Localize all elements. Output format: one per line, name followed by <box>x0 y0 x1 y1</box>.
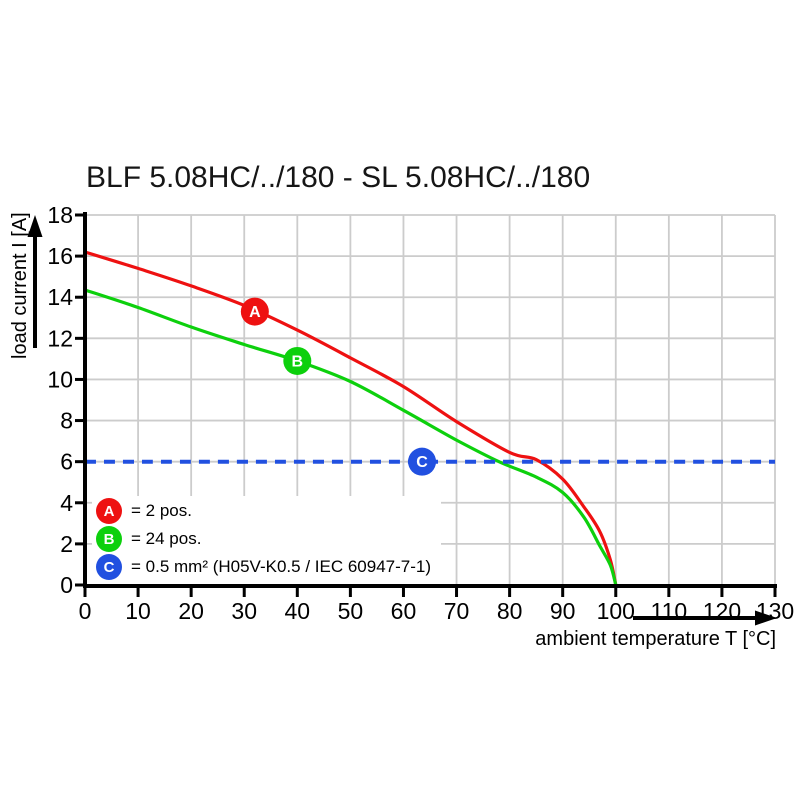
x-axis-arrow-head-icon <box>755 610 777 626</box>
legend-item-c: C = 0.5 mm² (H05V-K0.5 / IEC 60947-7-1) <box>96 554 431 580</box>
x-tick-label-90: 90 <box>550 598 576 624</box>
marker-c-letter: C <box>416 454 428 471</box>
x-tick-label-30: 30 <box>231 598 257 624</box>
x-tick-label-20: 20 <box>178 598 204 624</box>
legend-item-c-label: = 0.5 mm² (H05V-K0.5 / IEC 60947-7-1) <box>131 557 431 576</box>
marker-b-icon <box>283 346 312 375</box>
y-tick-label-14: 14 <box>47 284 73 310</box>
x-tick-label-0: 0 <box>79 598 92 624</box>
y-tick-label-4: 4 <box>60 490 73 516</box>
legend-marker-b-letter: B <box>103 530 115 548</box>
legend-marker-a-icon: A <box>96 498 122 524</box>
y-tick-label-8: 8 <box>60 408 73 434</box>
x-tick-label-50: 50 <box>338 598 364 624</box>
x-tick-label-120: 120 <box>703 598 741 624</box>
y-tick-label-18: 18 <box>47 202 73 228</box>
y-tick-label-16: 16 <box>47 243 73 269</box>
y-tick-label-2: 2 <box>60 531 73 557</box>
curve-A <box>84 250 618 586</box>
legend-marker-c-icon: C <box>96 554 122 580</box>
legend-item-b: B = 24 pos. <box>96 526 431 552</box>
marker-a-letter: A <box>249 304 261 321</box>
x-tick-label-100: 100 <box>597 598 635 624</box>
legend-marker-c-letter: C <box>103 558 115 576</box>
chart-title: BLF 5.08HC/../180 - SL 5.08HC/../180 <box>86 161 591 194</box>
x-tick-label-10: 10 <box>125 598 151 624</box>
x-tick-label-80: 80 <box>497 598 523 624</box>
y-axis-label: load current I [A] <box>9 212 31 359</box>
x-tick-label-70: 70 <box>444 598 470 624</box>
x-axis-label: ambient temperature T [°C] <box>535 628 776 650</box>
legend-marker-b-icon: B <box>96 526 122 552</box>
y-tick-label-10: 10 <box>47 366 73 392</box>
legend-marker-a-letter: A <box>103 502 115 520</box>
y-tick-label-6: 6 <box>60 449 73 475</box>
curve-B <box>84 288 618 586</box>
marker-b-letter: B <box>292 353 304 370</box>
x-tick-label-110: 110 <box>651 598 688 624</box>
legend-item-b-label: = 24 pos. <box>131 529 202 548</box>
x-tick-label-40: 40 <box>285 598 311 624</box>
x-tick-label-60: 60 <box>391 598 417 624</box>
legend-item-a-label: = 2 pos. <box>131 501 192 520</box>
marker-c-icon <box>408 447 437 476</box>
legend: A = 2 pos. B = 24 pos. C = 0.5 mm² (H05V… <box>92 496 441 584</box>
y-tick-label-12: 12 <box>47 325 73 351</box>
marker-a-icon <box>240 297 269 326</box>
y-tick-label-0: 0 <box>60 572 73 598</box>
legend-item-a: A = 2 pos. <box>96 498 431 524</box>
y-axis-arrow-head-icon <box>27 215 43 237</box>
